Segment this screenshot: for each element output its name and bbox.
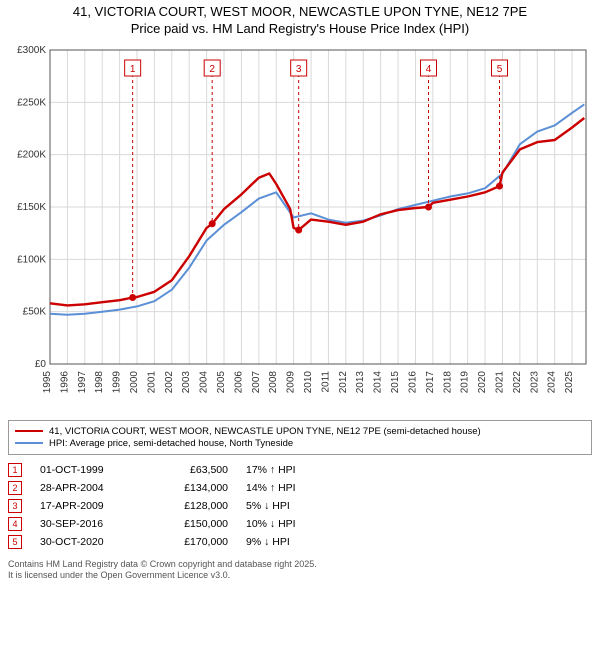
legend-swatch bbox=[15, 430, 43, 432]
sale-price: £128,000 bbox=[158, 500, 228, 512]
legend-item: HPI: Average price, semi-detached house,… bbox=[15, 438, 585, 449]
svg-text:2010: 2010 bbox=[303, 370, 314, 393]
legend-swatch bbox=[15, 442, 43, 444]
svg-text:2002: 2002 bbox=[164, 370, 175, 393]
svg-text:£150K: £150K bbox=[17, 202, 46, 213]
svg-text:2014: 2014 bbox=[373, 370, 384, 393]
svg-text:1995: 1995 bbox=[42, 370, 53, 393]
sale-marker-icon: 5 bbox=[8, 535, 22, 549]
footer-line-1: Contains HM Land Registry data © Crown c… bbox=[8, 559, 317, 569]
svg-text:£200K: £200K bbox=[17, 149, 46, 160]
chart-title: 41, VICTORIA COURT, WEST MOOR, NEWCASTLE… bbox=[8, 4, 592, 38]
sale-row: 4 30-SEP-2016 £150,000 10% ↓ HPI bbox=[8, 517, 592, 531]
sale-date: 30-OCT-2020 bbox=[40, 536, 140, 548]
sale-marker-icon: 2 bbox=[8, 481, 22, 495]
svg-text:2018: 2018 bbox=[442, 370, 453, 393]
svg-text:1998: 1998 bbox=[94, 370, 105, 393]
svg-text:2015: 2015 bbox=[390, 370, 401, 393]
sale-marker-icon: 4 bbox=[8, 517, 22, 531]
svg-text:1997: 1997 bbox=[77, 370, 88, 393]
sale-change: 14% ↑ HPI bbox=[246, 482, 336, 494]
svg-text:2004: 2004 bbox=[199, 370, 210, 393]
chart-plot: £0 £50K £100K £150K £200K £250K £300K 1995 1996 1… bbox=[8, 44, 592, 414]
svg-text:2007: 2007 bbox=[251, 370, 262, 393]
line-chart-svg: £0 £50K £100K £150K £200K £250K £300K 1995 1996 1… bbox=[8, 44, 592, 414]
legend-item: 41, VICTORIA COURT, WEST MOOR, NEWCASTLE… bbox=[15, 426, 585, 437]
svg-text:2022: 2022 bbox=[512, 370, 523, 393]
chart-container: 41, VICTORIA COURT, WEST MOOR, NEWCASTLE… bbox=[0, 0, 600, 590]
svg-text:2025: 2025 bbox=[564, 370, 575, 393]
svg-text:2006: 2006 bbox=[233, 370, 244, 393]
footer-attribution: Contains HM Land Registry data © Crown c… bbox=[8, 559, 592, 582]
sale-date: 17-APR-2009 bbox=[40, 500, 140, 512]
svg-text:2005: 2005 bbox=[216, 370, 227, 393]
svg-text:2019: 2019 bbox=[460, 370, 471, 393]
svg-text:2008: 2008 bbox=[268, 370, 279, 393]
sale-row: 1 01-OCT-1999 £63,500 17% ↑ HPI bbox=[8, 463, 592, 477]
svg-text:2001: 2001 bbox=[146, 370, 157, 393]
sale-date: 28-APR-2004 bbox=[40, 482, 140, 494]
svg-text:1996: 1996 bbox=[59, 370, 70, 393]
sale-change: 5% ↓ HPI bbox=[246, 500, 336, 512]
svg-text:£50K: £50K bbox=[23, 306, 47, 317]
svg-text:2: 2 bbox=[209, 64, 215, 75]
svg-text:2000: 2000 bbox=[129, 370, 140, 393]
svg-text:2013: 2013 bbox=[355, 370, 366, 393]
svg-text:3: 3 bbox=[296, 64, 302, 75]
svg-text:£300K: £300K bbox=[17, 45, 46, 56]
svg-text:5: 5 bbox=[497, 64, 503, 75]
svg-text:2023: 2023 bbox=[529, 370, 540, 393]
svg-text:4: 4 bbox=[426, 64, 432, 75]
svg-text:£250K: £250K bbox=[17, 97, 46, 108]
legend-label: 41, VICTORIA COURT, WEST MOOR, NEWCASTLE… bbox=[49, 426, 481, 437]
sale-price: £63,500 bbox=[158, 464, 228, 476]
sale-price: £134,000 bbox=[158, 482, 228, 494]
svg-text:2021: 2021 bbox=[494, 370, 505, 393]
svg-text:2012: 2012 bbox=[338, 370, 349, 393]
svg-text:2024: 2024 bbox=[547, 370, 558, 393]
svg-text:1: 1 bbox=[130, 64, 136, 75]
sale-marker-icon: 1 bbox=[8, 463, 22, 477]
sale-date: 01-OCT-1999 bbox=[40, 464, 140, 476]
sale-change: 10% ↓ HPI bbox=[246, 518, 336, 530]
sale-row: 2 28-APR-2004 £134,000 14% ↑ HPI bbox=[8, 481, 592, 495]
sale-marker-icon: 3 bbox=[8, 499, 22, 513]
svg-text:£0: £0 bbox=[35, 359, 47, 370]
svg-text:2003: 2003 bbox=[181, 370, 192, 393]
svg-text:2016: 2016 bbox=[407, 370, 418, 393]
svg-text:2009: 2009 bbox=[286, 370, 297, 393]
title-line-1: 41, VICTORIA COURT, WEST MOOR, NEWCASTLE… bbox=[73, 4, 527, 19]
sale-price: £150,000 bbox=[158, 518, 228, 530]
sales-table: 1 01-OCT-1999 £63,500 17% ↑ HPI 2 28-APR-2004… bbox=[8, 463, 592, 549]
sale-change: 17% ↑ HPI bbox=[246, 464, 336, 476]
svg-text:2020: 2020 bbox=[477, 370, 488, 393]
legend: 41, VICTORIA COURT, WEST MOOR, NEWCASTLE… bbox=[8, 420, 592, 455]
sale-change: 9% ↓ HPI bbox=[246, 536, 336, 548]
svg-text:2017: 2017 bbox=[425, 370, 436, 393]
svg-text:£100K: £100K bbox=[17, 254, 46, 265]
footer-line-2: It is licensed under the Open Government… bbox=[8, 570, 230, 580]
sale-date: 30-SEP-2016 bbox=[40, 518, 140, 530]
sale-row: 5 30-OCT-2020 £170,000 9% ↓ HPI bbox=[8, 535, 592, 549]
legend-label: HPI: Average price, semi-detached house,… bbox=[49, 438, 293, 449]
title-line-2: Price paid vs. HM Land Registry's House … bbox=[131, 21, 469, 36]
svg-text:1999: 1999 bbox=[112, 370, 123, 393]
sale-price: £170,000 bbox=[158, 536, 228, 548]
svg-text:2011: 2011 bbox=[320, 370, 331, 392]
sale-row: 3 17-APR-2009 £128,000 5% ↓ HPI bbox=[8, 499, 592, 513]
